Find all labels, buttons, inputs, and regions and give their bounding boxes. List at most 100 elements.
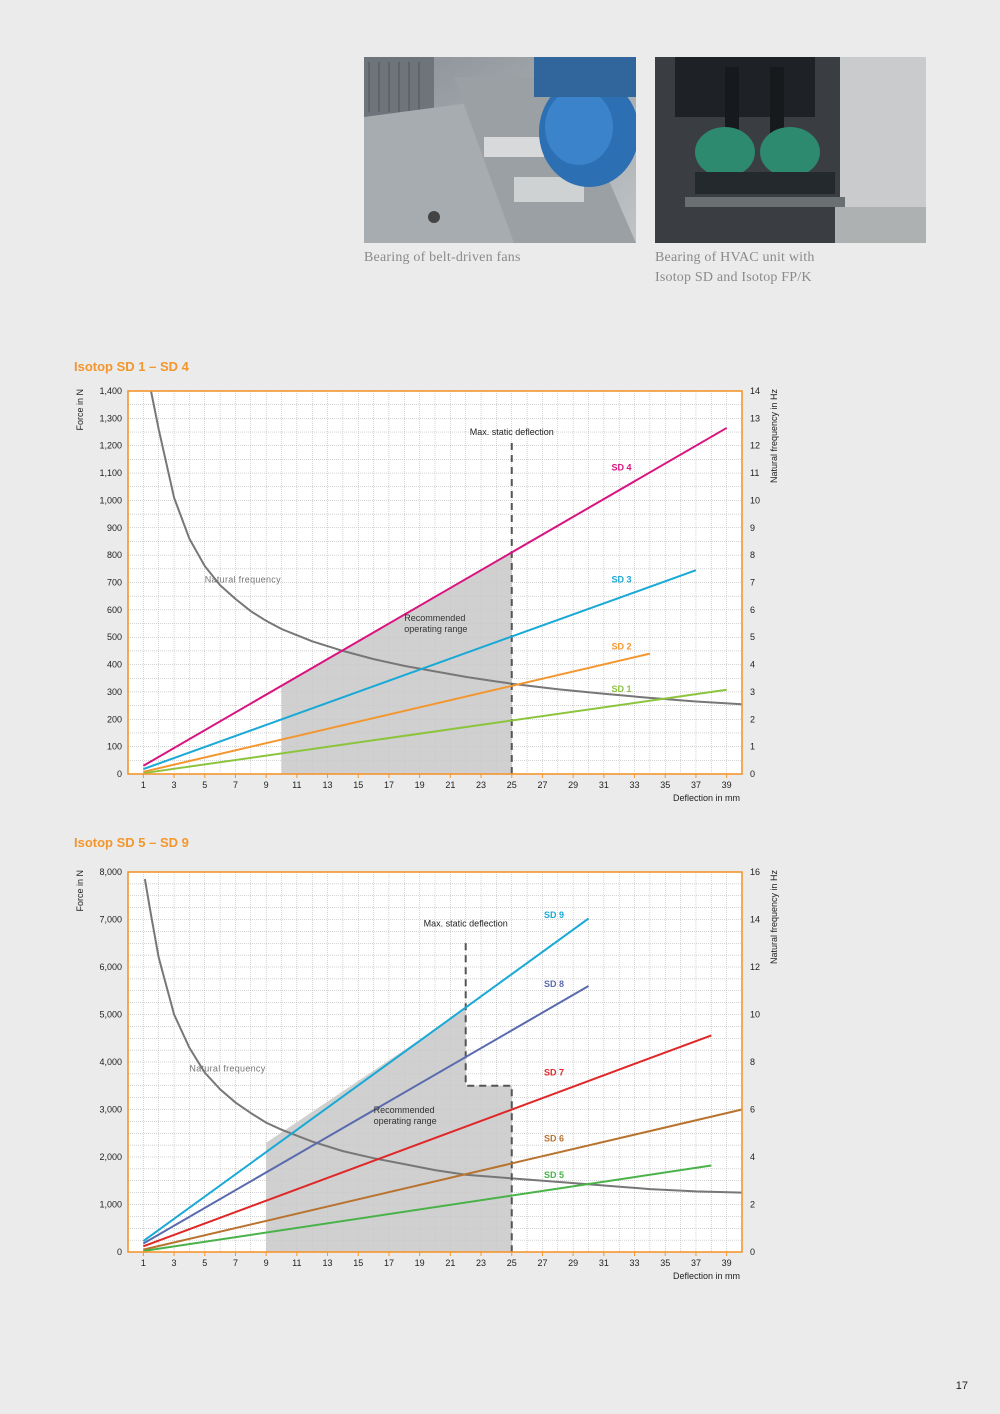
series-label: SD 4 — [612, 462, 632, 472]
y-tick-label: 700 — [107, 578, 122, 588]
y2-tick-label: 0 — [750, 1247, 755, 1257]
y-tick-label: 200 — [107, 714, 122, 724]
y2-tick-label: 1 — [750, 742, 755, 752]
y2-tick-label: 3 — [750, 687, 755, 697]
y2-tick-label: 6 — [750, 1105, 755, 1115]
x-tick-label: 37 — [691, 1258, 701, 1268]
recommended-range-label: Recommended — [374, 1105, 435, 1115]
x-tick-label: 19 — [415, 1258, 425, 1268]
x-tick-label: 5 — [202, 1258, 207, 1268]
max-static-deflection-label: Max. static deflection — [424, 919, 508, 929]
y2-tick-label: 13 — [750, 413, 760, 423]
y2-tick-label: 10 — [750, 495, 760, 505]
x-tick-label: 5 — [202, 780, 207, 790]
y-tick-label: 0 — [117, 769, 122, 779]
y2-tick-label: 0 — [750, 769, 755, 779]
y-tick-label: 4,000 — [99, 1057, 122, 1067]
x-tick-label: 19 — [415, 780, 425, 790]
y-tick-label: 6,000 — [99, 962, 122, 972]
x-tick-label: 33 — [630, 1258, 640, 1268]
y2-tick-label: 2 — [750, 714, 755, 724]
y-tick-label: 300 — [107, 687, 122, 697]
x-tick-label: 33 — [630, 780, 640, 790]
y2-tick-label: 16 — [750, 867, 760, 877]
y-tick-label: 400 — [107, 660, 122, 670]
y2-tick-label: 9 — [750, 523, 755, 533]
photo-caption-hvac: Bearing of HVAC unit with Isotop SD and … — [655, 248, 815, 288]
x-tick-label: 25 — [507, 1258, 517, 1268]
y-tick-label: 1,400 — [99, 386, 122, 396]
y-tick-label: 800 — [107, 550, 122, 560]
x-tick-label: 15 — [353, 780, 363, 790]
y-tick-label: 2,000 — [99, 1152, 122, 1162]
x-tick-label: 27 — [537, 780, 547, 790]
x-tick-label: 23 — [476, 1258, 486, 1268]
recommended-range-area — [266, 1008, 512, 1252]
photo-belt-driven-fans — [364, 57, 636, 243]
y2-tick-label: 4 — [750, 660, 755, 670]
chart-2-title: Isotop SD 5 – SD 9 — [74, 835, 189, 850]
belt-driven-fans-image — [364, 57, 636, 243]
max-static-deflection-label: Max. static deflection — [470, 427, 554, 437]
x-tick-label: 3 — [172, 780, 177, 790]
series-line-sd-6 — [143, 1108, 743, 1251]
x-tick-label: 17 — [384, 1258, 394, 1268]
y2-axis-label: Natural frequency in Hz — [769, 389, 779, 484]
x-tick-label: 29 — [568, 1258, 578, 1268]
axes-frame — [127, 390, 743, 775]
x-tick-label: 21 — [445, 1258, 455, 1268]
series-label: SD 3 — [612, 575, 632, 585]
y2-tick-label: 12 — [750, 962, 760, 972]
x-tick-label: 39 — [722, 1258, 732, 1268]
chart-sd1-sd4: 1 3 5 7 9 11 13 15 17 19 21 23 25 27 29 31 33 35 37 3901002… — [75, 386, 779, 803]
y2-axis-label: Natural frequency in Hz — [769, 870, 779, 965]
x-tick-label: 1 — [141, 1258, 146, 1268]
series-label: SD 2 — [612, 642, 632, 652]
series-line-sd-9 — [142, 917, 590, 1242]
photo-hvac-unit — [655, 57, 926, 243]
photo-caption-hvac-line-1: Bearing of HVAC unit with — [655, 250, 815, 265]
y2-tick-label: 8 — [750, 1057, 755, 1067]
x-tick-label: 39 — [722, 780, 732, 790]
y2-tick-label: 10 — [750, 1010, 760, 1020]
y-tick-label: 100 — [107, 742, 122, 752]
y2-tick-label: 14 — [750, 915, 760, 925]
series-label: SD 6 — [544, 1133, 564, 1143]
y-tick-label: 3,000 — [99, 1105, 122, 1115]
recommended-range-label: operating range — [404, 624, 467, 634]
y2-tick-label: 7 — [750, 578, 755, 588]
natural-frequency-curve — [143, 878, 743, 1194]
x-tick-label: 31 — [599, 1258, 609, 1268]
x-tick-label: 9 — [264, 1258, 269, 1268]
series-label: SD 8 — [544, 979, 564, 989]
y2-tick-label: 11 — [750, 468, 759, 478]
x-tick-label: 11 — [292, 1258, 301, 1268]
y2-tick-label: 8 — [750, 550, 755, 560]
x-tick-label: 23 — [476, 780, 486, 790]
y-axis-label: Force in N — [75, 870, 85, 912]
x-tick-label: 13 — [323, 780, 333, 790]
y-tick-label: 1,100 — [99, 468, 122, 478]
series-line-sd-4 — [142, 427, 728, 767]
y-tick-label: 1,000 — [99, 495, 122, 505]
recommended-range-label: operating range — [374, 1116, 437, 1126]
y-tick-label: 1,300 — [99, 413, 122, 423]
x-axis-label: Deflection in mm — [673, 1271, 740, 1281]
x-tick-label: 15 — [353, 1258, 363, 1268]
x-tick-label: 25 — [507, 780, 517, 790]
y-tick-label: 600 — [107, 605, 122, 615]
y2-tick-label: 4 — [750, 1152, 755, 1162]
page-number: 17 — [955, 1380, 968, 1392]
x-tick-label: 3 — [172, 1258, 177, 1268]
photo-caption-belt-fans: Bearing of belt-driven fans — [364, 250, 521, 265]
x-tick-label: 35 — [660, 1258, 670, 1268]
series-label: SD 9 — [544, 910, 564, 920]
y-tick-label: 900 — [107, 523, 122, 533]
x-tick-label: 35 — [660, 780, 670, 790]
x-tick-label: 13 — [323, 1258, 333, 1268]
series-line-sd-7 — [143, 1034, 712, 1248]
y-tick-label: 500 — [107, 632, 122, 642]
photo-caption-hvac-line-2: Isotop SD and Isotop FP/K — [655, 270, 812, 285]
natural-frequency-label: Natural frequency — [205, 575, 281, 585]
series-label: SD 7 — [544, 1067, 564, 1077]
